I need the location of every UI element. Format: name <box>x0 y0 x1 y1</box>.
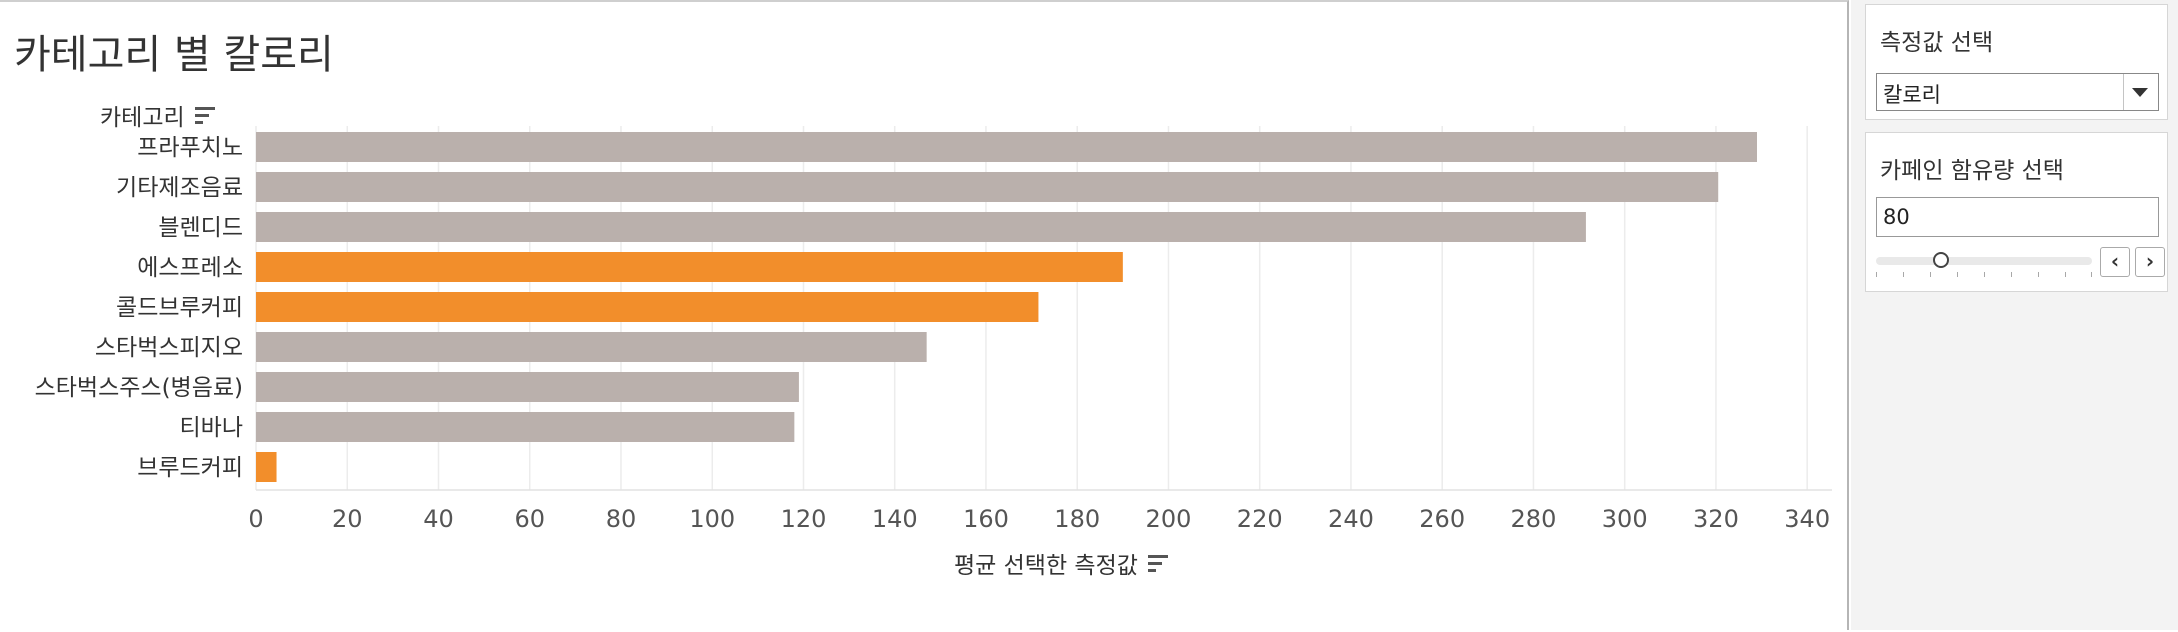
bar <box>256 212 1586 242</box>
bar-chart: 0 20 40 60 80 100 120 140 160 180 200 220 240 260 280 3… <box>35 126 1832 533</box>
x-axis-header: 평균 선택한 측정값 <box>954 546 1170 580</box>
slider-tick <box>1957 272 1958 277</box>
slider-tick <box>1984 272 1985 277</box>
category-label: 스타벅스피지오 <box>95 335 243 361</box>
x-axis-title: 평균 선택한 측정값 <box>954 553 1138 579</box>
x-tick-label: 280 <box>1511 505 1557 533</box>
x-tick-label: 220 <box>1237 505 1283 533</box>
sort-icon[interactable] <box>194 106 217 124</box>
x-tick-label: 120 <box>781 505 827 533</box>
bar <box>256 452 277 482</box>
page-title: 카테고리 별 칼로리 <box>14 32 334 78</box>
x-tick-label: 160 <box>963 505 1009 533</box>
chevron-down-icon[interactable] <box>2132 88 2148 97</box>
category-label: 스타벅스주스(병음료) <box>35 375 243 401</box>
slider-tick <box>1903 272 1904 277</box>
x-tick-label: 140 <box>872 505 918 533</box>
measure-dropdown-value: 칼로리 <box>1883 83 1941 107</box>
x-tick-label: 0 <box>248 505 263 533</box>
x-tick-label: 180 <box>1054 505 1100 533</box>
category-label: 에스프레소 <box>137 255 243 281</box>
slider-tick <box>2038 272 2039 277</box>
category-label: 블렌디드 <box>158 215 243 241</box>
category-label: 티바나 <box>180 415 243 441</box>
chart-panel: 카테고리 별 칼로리 카테고리 0 20 40 60 80 100 120 140 160 180… <box>0 0 1849 630</box>
measure-select-card: 측정값 선택 칼로리 <box>1865 4 2168 120</box>
category-label: 기타제조음료 <box>116 175 243 201</box>
x-tick-label: 60 <box>514 505 545 533</box>
category-label: 프라푸치노 <box>137 135 243 161</box>
chevron-left-icon[interactable]: ‹ <box>2100 247 2130 277</box>
x-tick-label: 300 <box>1602 505 1648 533</box>
bar <box>256 132 1758 162</box>
sort-icon[interactable] <box>1147 554 1170 572</box>
x-tick-label: 40 <box>423 505 454 533</box>
measure-select-title: 측정값 선택 <box>1880 30 1994 56</box>
bar <box>256 372 799 402</box>
x-tick-label: 320 <box>1693 505 1739 533</box>
chevron-right-icon[interactable]: › <box>2135 247 2165 277</box>
caffeine-value-input[interactable]: 80 <box>1876 197 2159 237</box>
category-axis-header: 카테고리 <box>100 98 217 132</box>
x-tick-label: 200 <box>1146 505 1192 533</box>
slider-tick <box>1876 272 1877 277</box>
bar <box>256 252 1123 282</box>
caffeine-filter-card: 카페인 함유량 선택 80 ‹ › <box>1865 132 2168 292</box>
slider-tick <box>2091 272 2092 277</box>
filter-sidebar: 측정값 선택 칼로리 카페인 함유량 선택 80 ‹ › <box>1851 0 2178 630</box>
x-tick-label: 240 <box>1328 505 1374 533</box>
bar <box>256 332 927 362</box>
measure-dropdown[interactable]: 칼로리 <box>1876 73 2159 111</box>
slider-tick <box>2065 272 2066 277</box>
caffeine-slider-track[interactable] <box>1876 257 2092 265</box>
caffeine-filter-title: 카페인 함유량 선택 <box>1880 158 2064 184</box>
x-tick-label: 80 <box>606 505 637 533</box>
bar <box>256 412 795 442</box>
slider-tick <box>1930 272 1931 277</box>
category-label: 콜드브루커피 <box>116 295 243 321</box>
category-axis-label: 카테고리 <box>100 105 185 131</box>
caffeine-slider-thumb[interactable] <box>1932 252 1949 268</box>
x-tick-label: 260 <box>1419 505 1465 533</box>
caffeine-value: 80 <box>1883 205 1910 229</box>
x-tick-label: 20 <box>332 505 363 533</box>
category-label: 브루드커피 <box>137 455 243 481</box>
bar <box>256 292 1039 322</box>
bar <box>256 172 1719 202</box>
slider-tick <box>2011 272 2012 277</box>
dropdown-divider <box>2123 74 2124 110</box>
x-tick-label: 100 <box>689 505 735 533</box>
x-tick-label: 340 <box>1784 505 1830 533</box>
